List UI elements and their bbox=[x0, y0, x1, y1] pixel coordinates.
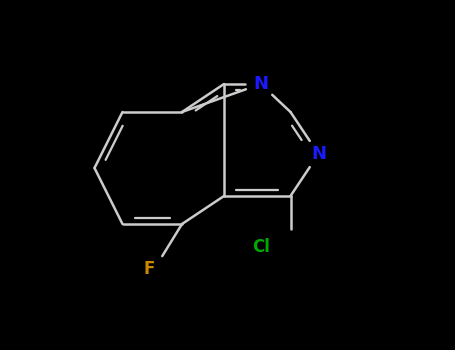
Text: F: F bbox=[143, 260, 154, 279]
Text: Cl: Cl bbox=[252, 238, 270, 256]
Text: N: N bbox=[311, 145, 326, 163]
Text: N: N bbox=[253, 75, 268, 93]
